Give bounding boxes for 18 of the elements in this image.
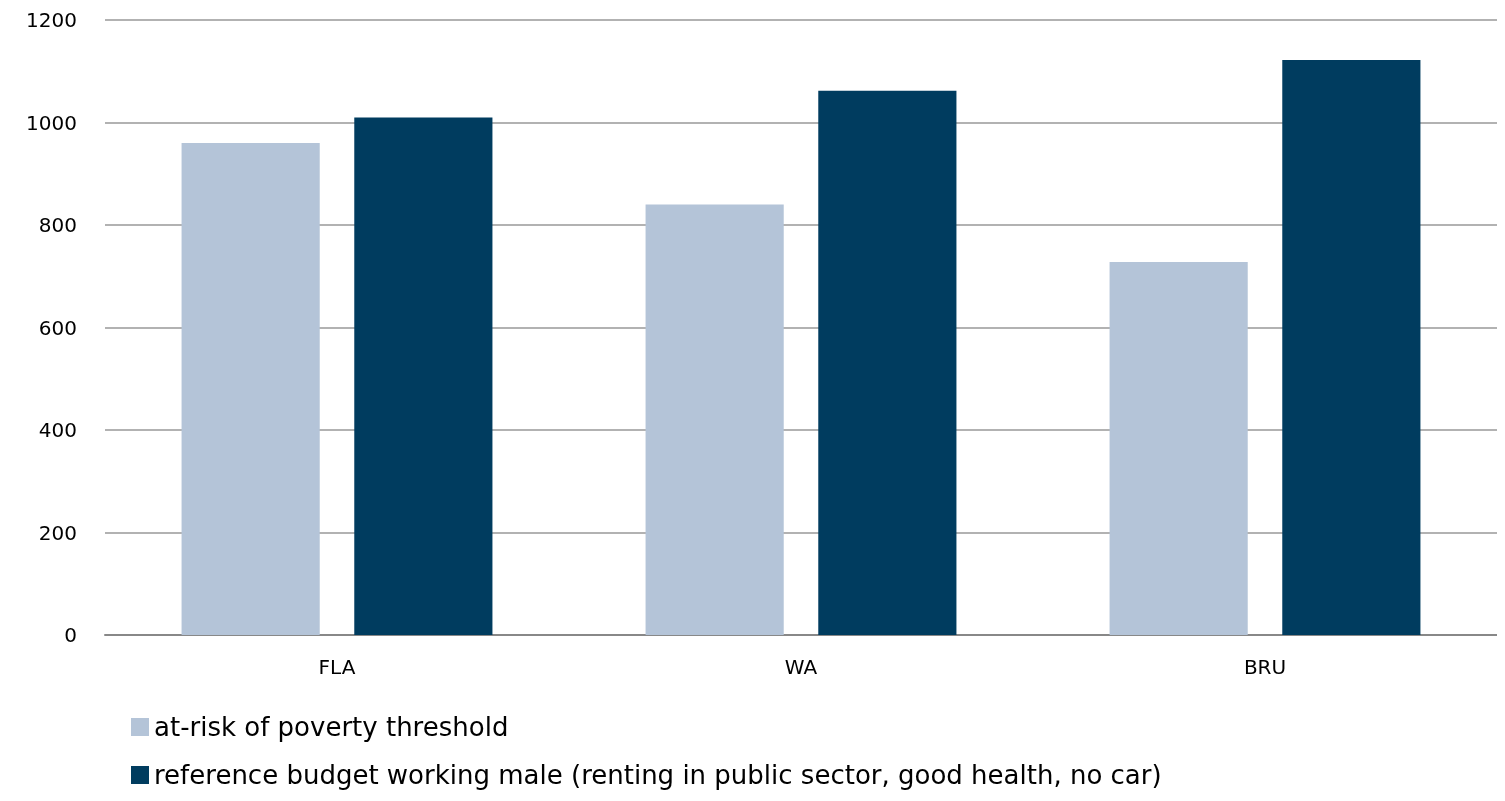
bar [1282,59,1421,635]
legend-label: reference budget working male (renting in public sector, good health, no car) [154,760,1162,790]
x-tick-label: WA [784,655,818,679]
bar [645,204,784,635]
y-tick-label: 1000 [26,110,77,135]
bar [1109,261,1248,635]
x-tick-label: BRU [1243,655,1287,679]
y-tick-label: 400 [38,418,77,442]
bar [354,117,493,635]
bar [818,90,957,635]
x-tick-label: FLA [318,655,356,679]
y-tick-label: 800 [38,213,77,237]
y-tick-label: 200 [38,520,77,545]
bar [181,143,320,635]
legend-label: at-risk of poverty threshold [154,712,509,742]
y-tick-label: 0 [64,623,77,647]
y-tick-label: 1200 [26,8,77,32]
y-tick-label: 600 [38,315,77,340]
